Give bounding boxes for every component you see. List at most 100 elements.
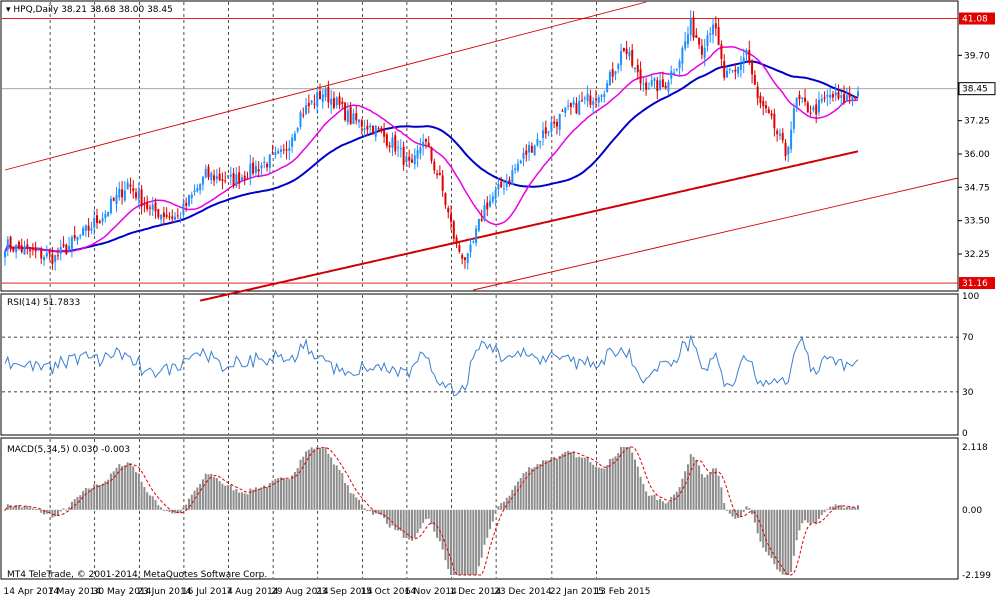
macd-signal-line (4, 446, 859, 576)
macd-bar (385, 509, 388, 524)
macd-bar (95, 484, 98, 510)
macd-bar (388, 509, 391, 528)
macd-bar (313, 448, 316, 510)
macd-bar (26, 506, 29, 510)
macd-bar (469, 509, 472, 575)
candle-body (388, 145, 391, 148)
macd-bar (762, 509, 765, 548)
macd-bar (583, 457, 586, 510)
macd-bar (104, 481, 107, 510)
macd-bar (706, 474, 709, 510)
candle-body (31, 248, 34, 250)
macd-bar (107, 479, 110, 510)
candle-body (157, 209, 160, 218)
rsi-axis-label: 70 (962, 333, 974, 343)
candle-body (450, 214, 453, 222)
macd-bar (689, 454, 692, 510)
macd-bar (327, 453, 330, 510)
x-tick-label: 13 Feb 2015 (594, 587, 650, 597)
candle-body (82, 227, 85, 236)
candle-body (162, 212, 165, 218)
candle-body (34, 248, 37, 252)
macd-bar (530, 468, 533, 510)
macd-bar (547, 460, 550, 510)
macd-bar (232, 490, 235, 510)
macd-bar (522, 473, 525, 510)
macd-bar (486, 509, 489, 538)
candle-body (826, 94, 829, 97)
macd-bar (93, 484, 96, 510)
dropdown-triangle-icon: ▾ (6, 5, 13, 15)
macd-bar (561, 453, 564, 510)
candle-body (728, 68, 731, 70)
candle-body (801, 97, 804, 99)
candle-body (310, 100, 313, 104)
candle-body (647, 87, 650, 89)
candle-body (213, 175, 216, 181)
candle-body (717, 27, 720, 45)
candle-body (101, 218, 104, 222)
rsi-axis-label: 30 (962, 388, 974, 398)
candle-body (45, 252, 48, 257)
macd-bar (121, 466, 124, 510)
candle-body (514, 168, 517, 171)
candle-body (614, 71, 617, 75)
candle-body (452, 221, 455, 239)
candle-body (424, 138, 427, 142)
macd-bar (667, 502, 670, 510)
macd-bar (594, 466, 597, 510)
candle-body (59, 247, 62, 254)
x-tick-label: 1 Dec 2014 (450, 587, 502, 597)
candle-body (199, 183, 202, 191)
candle-body (851, 96, 854, 101)
candle-body (653, 78, 656, 81)
candle-body (235, 174, 238, 187)
candle-body (9, 236, 12, 250)
macd-bar (815, 509, 818, 525)
macd-bar (804, 509, 807, 521)
candle-body (327, 87, 330, 103)
macd-bar (174, 509, 177, 514)
macd-bar (809, 509, 812, 525)
macd-bar (712, 468, 715, 510)
macd-bar (302, 456, 305, 510)
macd-bar (182, 507, 185, 510)
macd-bar (586, 456, 589, 510)
price-series (2, 1, 959, 302)
macd-bar (714, 468, 717, 510)
macd-bar (477, 509, 480, 567)
candle-body (625, 48, 628, 54)
macd-bar (296, 468, 299, 510)
candle-body (307, 102, 310, 107)
macd-bar (592, 464, 595, 510)
candle-body (76, 236, 79, 241)
macd-bar (316, 447, 319, 510)
candle-body (405, 156, 408, 163)
macd-bar (753, 509, 756, 523)
macd-bar (210, 473, 213, 510)
macd-bar (118, 464, 121, 510)
candle-body (135, 192, 138, 198)
macd-bar (112, 471, 115, 510)
candle-body (767, 109, 770, 114)
candle-body (823, 97, 826, 99)
candle-body (656, 80, 659, 92)
macd-bar (355, 497, 358, 510)
macd-bar (70, 501, 73, 510)
macd-bar (4, 509, 6, 511)
macd-bar (823, 509, 826, 513)
macd-bar (608, 459, 611, 510)
candle-body (748, 49, 751, 63)
candle-body (742, 57, 745, 64)
macd-bar (581, 457, 584, 510)
candle-body (600, 95, 603, 97)
candle-body (642, 83, 645, 85)
macd-bar (305, 451, 308, 510)
macd-bar (90, 488, 93, 510)
macd-bar (717, 475, 720, 510)
macd-bar (56, 509, 59, 516)
macd-bar (748, 508, 751, 510)
candle-body (98, 221, 101, 224)
macd-bar (441, 509, 444, 550)
